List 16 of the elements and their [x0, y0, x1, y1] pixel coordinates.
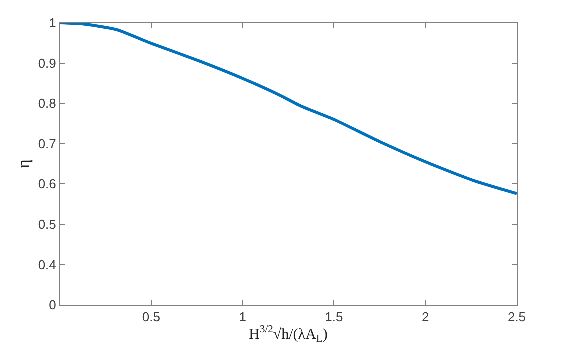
y-tick-label: 1 — [49, 16, 56, 31]
x-tick-label: 0.5 — [142, 310, 160, 325]
x-tick-label: 2.5 — [508, 310, 526, 325]
x-tick-label: 1 — [239, 310, 246, 325]
y-tick-label: 0.4 — [38, 257, 56, 272]
x-tick-label: 2 — [422, 310, 430, 325]
y-axis-title: η — [14, 160, 33, 168]
y-tick-label: 0.8 — [38, 96, 56, 112]
line-series — [60, 23, 517, 196]
y-tick-label: 0.9 — [38, 56, 56, 71]
x-axis-title: H$^{3/2}$√h/(λA$_{L}$) — [249, 324, 328, 346]
y-tick-label: 0 — [49, 298, 56, 313]
y-tick-label: 0.6 — [38, 176, 56, 192]
y-tick-label: 0.5 — [38, 216, 56, 232]
y-tick-label: 0.7 — [38, 136, 56, 152]
x-tick-label: 1.5 — [325, 310, 344, 325]
